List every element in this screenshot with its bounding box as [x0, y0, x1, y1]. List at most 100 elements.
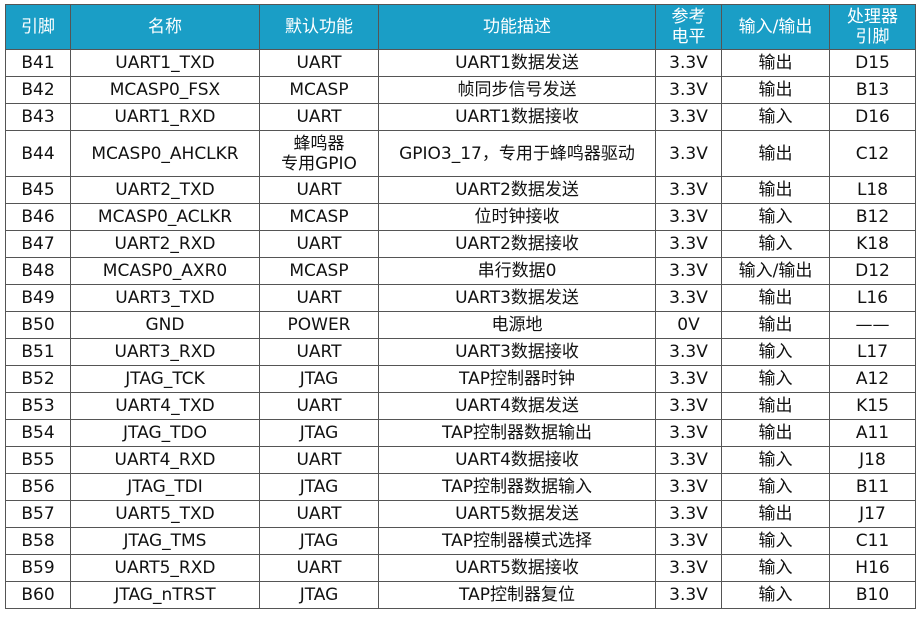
table-row: B57 UART5_TXD UART UART5数据发送 3.3V 输出 J17 — [5, 500, 916, 528]
cell-pin: B51 — [5, 338, 71, 366]
cell-default-function: 蜂鸣器 专用GPIO — [259, 130, 379, 177]
cell-pin: B42 — [5, 76, 71, 104]
table-row: B43 UART1_RXD UART UART1数据接收 3.3V 输入 D16 — [5, 103, 916, 131]
cell-default-function: JTAG — [259, 473, 379, 501]
cell-processor-pin: J18 — [829, 446, 916, 474]
table-row: B54 JTAG_TDO JTAG TAP控制器数据输出 3.3V 输出 A11 — [5, 419, 916, 447]
cell-name: UART3_RXD — [70, 338, 260, 366]
cell-voltage: 3.3V — [655, 338, 722, 366]
table-row: B48 MCASP0_AXR0 MCASP 串行数据0 3.3V 输入/输出 D12 — [5, 257, 916, 285]
cell-description: UART2数据接收 — [378, 230, 656, 258]
cell-processor-pin: D12 — [829, 257, 916, 285]
col-processor-pin: 处理器 引脚 — [829, 4, 916, 50]
cell-default-function: JTAG — [259, 581, 379, 609]
cell-processor-pin: D16 — [829, 103, 916, 131]
col-default-function: 默认功能 — [259, 4, 379, 50]
cell-direction: 输出 — [721, 392, 830, 420]
cell-direction: 输入/输出 — [721, 257, 830, 285]
cell-voltage: 3.3V — [655, 257, 722, 285]
cell-pin: B54 — [5, 419, 71, 447]
cell-description: 位时钟接收 — [378, 203, 656, 231]
cell-voltage: 3.3V — [655, 49, 722, 77]
cell-description: TAP控制器模式选择 — [378, 527, 656, 555]
cell-voltage: 3.3V — [655, 581, 722, 609]
cell-default-function: UART — [259, 500, 379, 528]
cell-processor-pin: L17 — [829, 338, 916, 366]
cell-pin: B60 — [5, 581, 71, 609]
cell-voltage: 3.3V — [655, 130, 722, 177]
cell-direction: 输出 — [721, 284, 830, 312]
cell-description: UART5数据发送 — [378, 500, 656, 528]
cell-direction: 输入 — [721, 203, 830, 231]
table-row: B60 JTAG_nTRST JTAG TAP控制器复位 3.3V 输入 B10 — [5, 581, 916, 609]
cell-pin: B47 — [5, 230, 71, 258]
cell-default-function: UART — [259, 284, 379, 312]
cell-direction: 输出 — [721, 176, 830, 204]
cell-processor-pin: B10 — [829, 581, 916, 609]
cell-name: UART5_RXD — [70, 554, 260, 582]
cell-description: 帧同步信号发送 — [378, 76, 656, 104]
cell-pin: B55 — [5, 446, 71, 474]
cell-name: UART2_RXD — [70, 230, 260, 258]
cell-voltage: 3.3V — [655, 527, 722, 555]
cell-default-function: MCASP — [259, 203, 379, 231]
cell-name: JTAG_TDO — [70, 419, 260, 447]
cell-name: UART4_TXD — [70, 392, 260, 420]
cell-default-function: UART — [259, 230, 379, 258]
cell-pin: B58 — [5, 527, 71, 555]
cell-voltage: 3.3V — [655, 446, 722, 474]
cell-default-function: POWER — [259, 311, 379, 339]
cell-description: UART1数据发送 — [378, 49, 656, 77]
cell-direction: 输出 — [721, 130, 830, 177]
cell-name: MCASP0_FSX — [70, 76, 260, 104]
cell-description: UART1数据接收 — [378, 103, 656, 131]
cell-direction: 输入 — [721, 581, 830, 609]
cell-processor-pin: C12 — [829, 130, 916, 177]
cell-name: JTAG_nTRST — [70, 581, 260, 609]
cell-processor-pin: H16 — [829, 554, 916, 582]
cell-direction: 输入 — [721, 365, 830, 393]
cell-default-function: UART — [259, 392, 379, 420]
cell-processor-pin: C11 — [829, 527, 916, 555]
col-direction: 输入/输出 — [721, 4, 830, 50]
cell-default-function: MCASP — [259, 257, 379, 285]
cell-default-function: MCASP — [259, 76, 379, 104]
cell-name: UART2_TXD — [70, 176, 260, 204]
cell-default-function: UART — [259, 446, 379, 474]
table-row: B53 UART4_TXD UART UART4数据发送 3.3V 输出 K15 — [5, 392, 916, 420]
cell-direction: 输出 — [721, 419, 830, 447]
cell-pin: B56 — [5, 473, 71, 501]
cell-voltage: 3.3V — [655, 230, 722, 258]
table-row: B41 UART1_TXD UART UART1数据发送 3.3V 输出 D15 — [5, 49, 916, 77]
cell-direction: 输入 — [721, 554, 830, 582]
cell-name: JTAG_TDI — [70, 473, 260, 501]
cell-name: MCASP0_AXR0 — [70, 257, 260, 285]
table-row: B59 UART5_RXD UART UART5数据接收 3.3V 输入 H16 — [5, 554, 916, 582]
cell-direction: 输出 — [721, 500, 830, 528]
cell-pin: B49 — [5, 284, 71, 312]
pin-table: 引脚 名称 默认功能 功能描述 参考 电平 输入/输出 处理器 引脚 B41 UA… — [5, 4, 916, 609]
cell-voltage: 3.3V — [655, 103, 722, 131]
cell-name: MCASP0_AHCLKR — [70, 130, 260, 177]
cell-direction: 输入 — [721, 527, 830, 555]
table-row: B51 UART3_RXD UART UART3数据接收 3.3V 输入 L17 — [5, 338, 916, 366]
cell-direction: 输入 — [721, 338, 830, 366]
table-header-row: 引脚 名称 默认功能 功能描述 参考 电平 输入/输出 处理器 引脚 — [5, 4, 916, 50]
table-row: B45 UART2_TXD UART UART2数据发送 3.3V 输出 L18 — [5, 176, 916, 204]
cell-name: UART4_RXD — [70, 446, 260, 474]
cell-processor-pin: A12 — [829, 365, 916, 393]
cell-pin: B45 — [5, 176, 71, 204]
cell-processor-pin: A11 — [829, 419, 916, 447]
cell-voltage: 3.3V — [655, 176, 722, 204]
cell-voltage: 3.3V — [655, 76, 722, 104]
cell-pin: B43 — [5, 103, 71, 131]
cell-direction: 输出 — [721, 311, 830, 339]
cell-description: UART3数据发送 — [378, 284, 656, 312]
cell-name: JTAG_TMS — [70, 527, 260, 555]
cell-default-function: UART — [259, 338, 379, 366]
table-row: B50 GND POWER 电源地 0V 输出 —— — [5, 311, 916, 339]
cell-processor-pin: L16 — [829, 284, 916, 312]
cell-pin: B44 — [5, 130, 71, 177]
cell-description: 串行数据0 — [378, 257, 656, 285]
col-description: 功能描述 — [378, 4, 656, 50]
